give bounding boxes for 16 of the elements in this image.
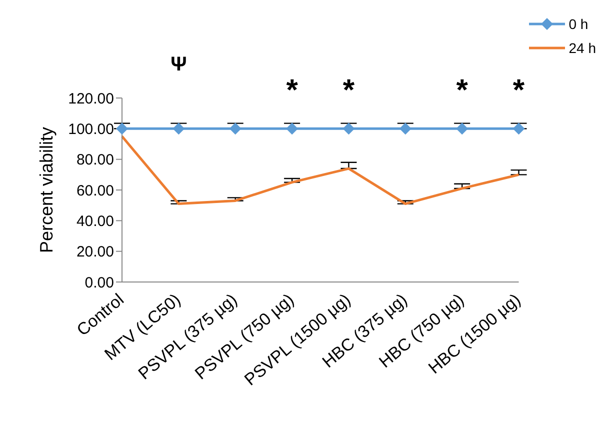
- annotation: *: [512, 74, 525, 107]
- y-tick-label: 40.00: [76, 212, 114, 230]
- annotation: *: [456, 74, 468, 107]
- line-series: [120, 135, 520, 206]
- y-tick-label: 100.00: [68, 120, 114, 138]
- y-tick-label: 120.00: [68, 90, 114, 108]
- y-tick-label: 80.00: [76, 152, 114, 169]
- y-tick-label: 20.00: [76, 244, 114, 261]
- legend-label: 24 h: [568, 40, 596, 56]
- annotation: *: [342, 74, 355, 107]
- y-axis-title: Percent viability: [36, 126, 56, 254]
- legend-label: 0 h: [568, 16, 588, 32]
- text: Ψ: [170, 53, 187, 76]
- y-tick-label: 0.00: [84, 274, 114, 292]
- annotation: *: [286, 74, 298, 107]
- y-tick-label: 60.00: [76, 182, 114, 200]
